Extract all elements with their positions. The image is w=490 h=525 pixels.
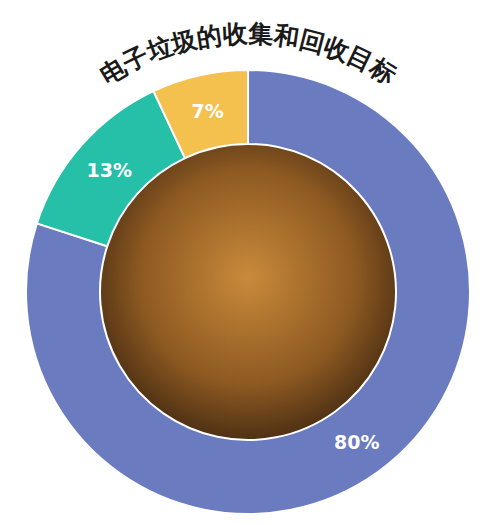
- chart: 80% 13% 7% 电子垃圾的收集和回收目标: [0, 0, 490, 525]
- center-photo: [100, 144, 396, 440]
- data-label: 80%: [334, 431, 379, 453]
- data-label: 7%: [192, 100, 224, 122]
- title: 电子垃圾的收集和回收目标: [95, 19, 402, 91]
- slice: [26, 70, 470, 514]
- slice: [153, 70, 248, 158]
- data-label: 13%: [86, 159, 131, 181]
- slice: [37, 91, 185, 246]
